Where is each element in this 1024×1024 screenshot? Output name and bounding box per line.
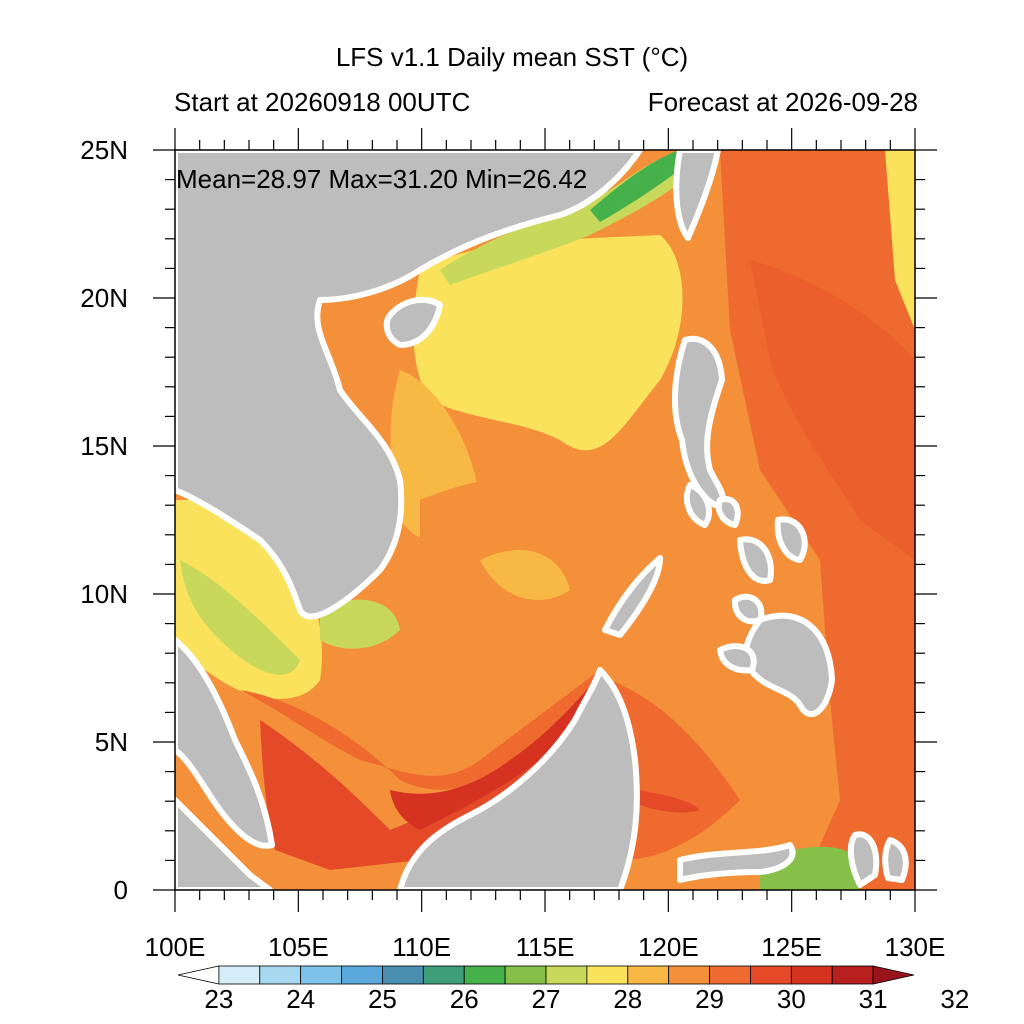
colorbar-label: 30 <box>777 984 806 1014</box>
colorbar-label: 28 <box>613 984 642 1014</box>
lat-tick-label: 20N <box>80 283 128 313</box>
lon-tick-label: 110E <box>392 932 451 962</box>
axis-ticks <box>153 128 937 912</box>
colorbar-swatch <box>382 965 424 985</box>
start-time-label: Start at 20260918 00UTC <box>174 87 471 117</box>
colorbar-swatch <box>545 965 588 985</box>
land <box>175 150 909 890</box>
lon-tick-label: 130E <box>885 932 946 962</box>
forecast-time-label: Forecast at 2026-09-28 <box>647 87 918 117</box>
colorbar-swatch <box>504 965 547 985</box>
lat-tick-label: 0 <box>114 875 128 905</box>
colorbar-label: 24 <box>286 984 315 1014</box>
lon-tick-label: 125E <box>761 932 822 962</box>
lat-tick-label: 15N <box>80 431 128 461</box>
colorbar-swatch <box>259 965 302 985</box>
colorbar-label: 31 <box>859 984 888 1014</box>
colorbar-swatch <box>750 965 792 985</box>
colorbar-swatch <box>872 965 915 985</box>
colorbar-swatch <box>668 965 710 985</box>
colorbar-swatch <box>586 965 629 985</box>
stats-label: Mean=28.97 Max=31.20 Min=26.42 <box>176 164 588 194</box>
lat-tick-label: 10N <box>80 579 128 609</box>
colorbar-swatch <box>422 965 465 985</box>
colorbar-label: 27 <box>532 984 561 1014</box>
colorbar-swatch <box>300 965 342 985</box>
colorbar-swatch <box>218 965 261 985</box>
chart-title: LFS v1.1 Daily mean SST (°C) <box>335 42 689 72</box>
sst-field <box>175 150 915 890</box>
colorbar-swatch <box>709 965 751 985</box>
colorbar-swatch <box>790 965 833 985</box>
lat-tick-label: 25N <box>80 135 128 165</box>
lon-tick-label: 100E <box>145 932 206 962</box>
colorbar-label: 25 <box>368 984 397 1014</box>
lat-tick-label: 5N <box>95 727 128 757</box>
colorbar-swatch <box>463 965 506 985</box>
colorbar-label: 29 <box>695 984 724 1014</box>
lon-tick-label: 105E <box>268 932 329 962</box>
colorbar-label: 32 <box>940 984 969 1014</box>
colorbar-swatch <box>831 965 874 985</box>
lon-tick-label: 120E <box>638 932 699 962</box>
colorbar-label: 26 <box>450 984 479 1014</box>
colorbar-swatch <box>341 965 383 985</box>
colorbar-label: 23 <box>204 984 233 1014</box>
axis-tick-labels: 100E 105E 110E 115E 120E 125E 130E 0 5N 10N 15N 20N… <box>80 135 945 962</box>
colorbar: 23 24 25 26 27 28 29 30 31 32 <box>177 965 969 1014</box>
colorbar-swatch <box>177 965 220 985</box>
lon-tick-label: 115E <box>516 932 575 962</box>
colorbar-swatch <box>627 965 670 985</box>
